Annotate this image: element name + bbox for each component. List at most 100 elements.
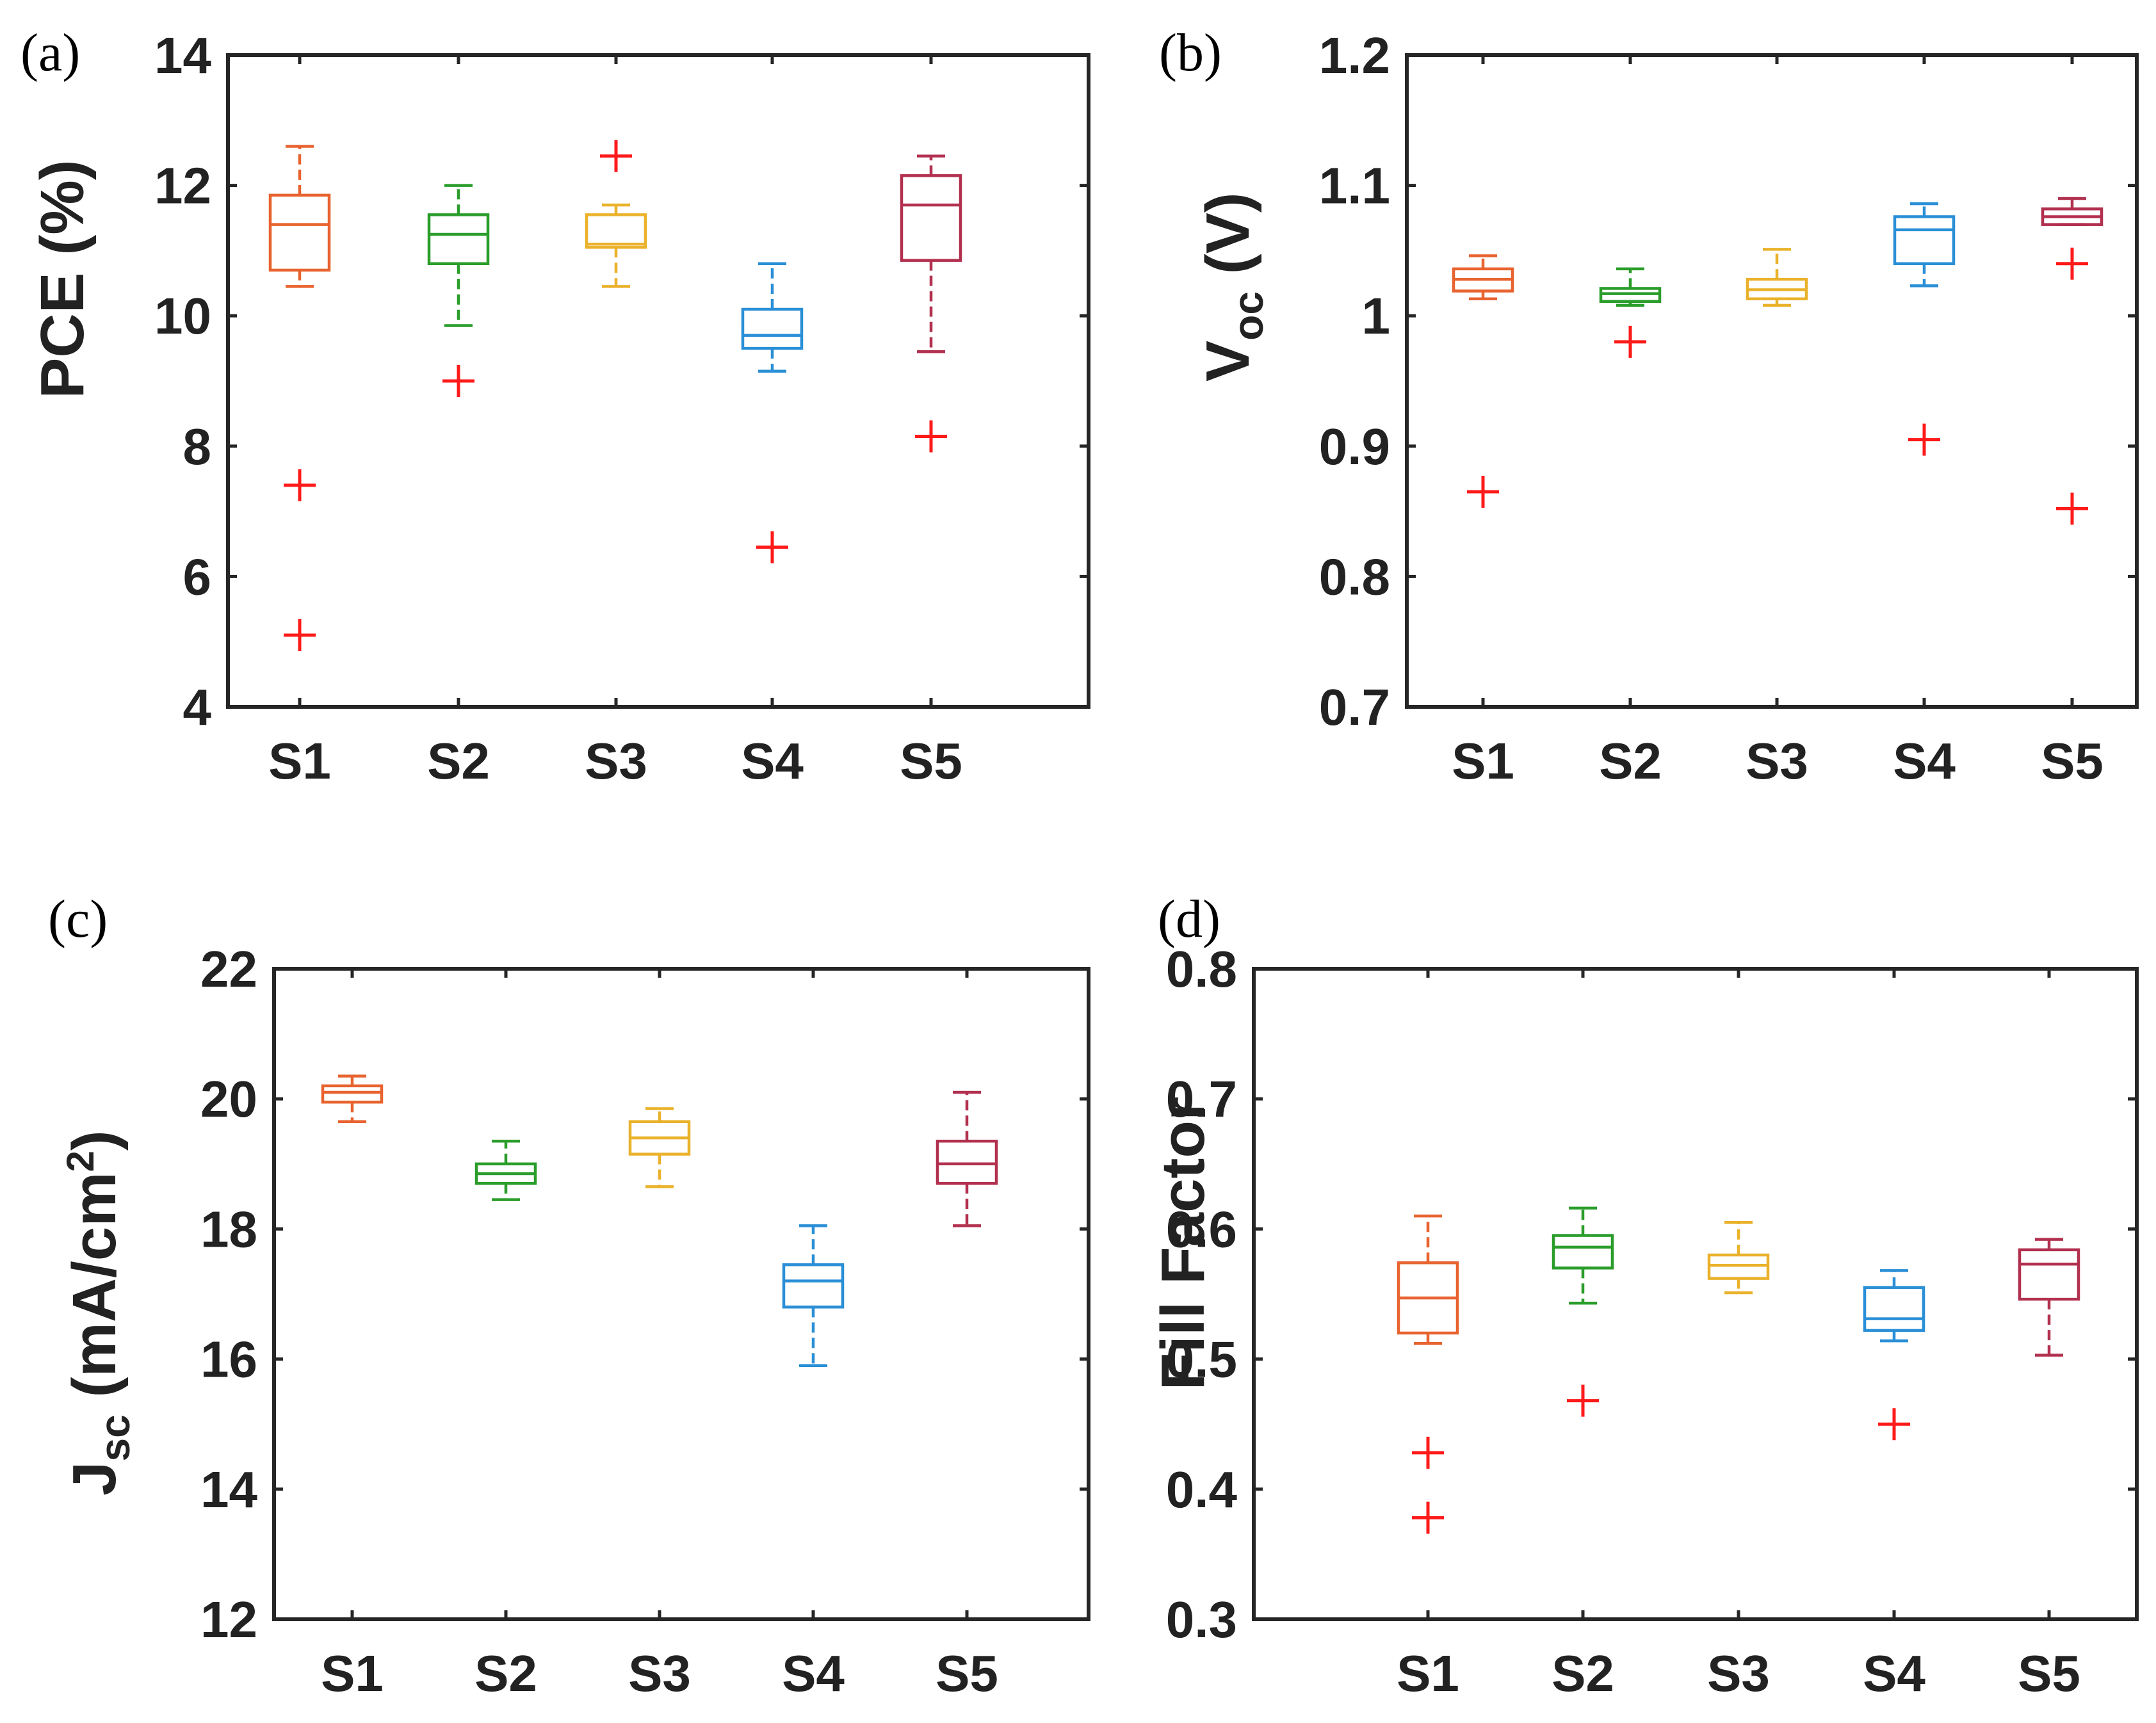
panel-b-s5-outlier <box>2056 492 2088 525</box>
panel-b-box-s1 <box>1452 254 1514 508</box>
panel-d-ytick-label: 0.6 <box>1166 1201 1237 1258</box>
panel-a-x-ticks: S1 S2 S3 S4 S5 <box>268 55 962 789</box>
panel-d-xtick-label-s2: S2 <box>1552 1645 1614 1702</box>
panel-a-letter: (a) <box>20 23 80 83</box>
panel-c-xtick-label-s4: S4 <box>782 1645 845 1702</box>
panel-d-xtick-label-s5: S5 <box>2018 1645 2080 1702</box>
panel-b: (b) Voc (V) 0.7 0.8 0.9 1 1.1 1.2 S1 S2 S3 S4 S5 <box>1159 23 2139 789</box>
panel-c-box-s2 <box>474 1139 537 1201</box>
panel-b-ytick-label: 0.9 <box>1319 418 1390 475</box>
panel-c-ylabel-main: J <box>60 1462 129 1496</box>
panel-c-ylabel-sup: 2 <box>59 1151 102 1172</box>
panel-d-ytick-label: 0.8 <box>1166 941 1237 998</box>
panel-a-xtick-label-s2: S2 <box>427 732 490 789</box>
panel-c-letter: (c) <box>48 889 108 949</box>
panel-d-box-s1 <box>1397 1214 1459 1534</box>
panel-b-ylabel-sub: oc <box>1224 291 1272 341</box>
panel-a-s2-iqr-box <box>427 213 490 266</box>
panel-a-s3-outlier <box>600 140 632 172</box>
panel-b-ytick-label: 0.8 <box>1319 548 1390 605</box>
panel-a-s4-outlier <box>756 531 788 563</box>
panel-a-s2-outlier <box>442 365 474 397</box>
panel-c-ytick-label: 18 <box>200 1201 257 1258</box>
panel-a-xtick-label-s3: S3 <box>585 732 647 789</box>
panel-c-ytick-label: 22 <box>200 941 257 998</box>
panel-d-box-s2 <box>1552 1206 1614 1417</box>
panel-a-axes-frame <box>226 53 1090 709</box>
panel-c-axes-frame <box>272 967 1090 1621</box>
panel-b-box-s2 <box>1599 267 1662 358</box>
panel-a: (a) PCE (%) 4 6 8 10 12 14 S1 S2 S3 S4 S5 <box>20 23 1090 789</box>
panel-d-y-ticks: 0.3 0.4 0.5 0.6 0.7 0.8 <box>1166 941 2137 1648</box>
panel-a-box-s3 <box>585 140 647 288</box>
panel-a-ytick-label: 14 <box>154 27 211 84</box>
panel-a-ytick-label: 12 <box>154 158 211 214</box>
panel-b-axes-frame <box>1405 53 2139 709</box>
panel-b-ylabel-main: V <box>1194 341 1262 382</box>
panel-d-ytick-label: 0.7 <box>1166 1071 1237 1128</box>
panel-a-s4-iqr-box <box>741 307 804 350</box>
panel-b-letter: (b) <box>1159 23 1222 83</box>
panel-b-s1-outlier <box>1467 476 1499 508</box>
panel-b-y-ticks: 0.7 0.8 0.9 1 1.1 1.2 <box>1319 27 2137 736</box>
panel-c-y-ticks: 12 14 16 18 20 22 <box>200 941 1089 1648</box>
panel-c-xtick-label-s5: S5 <box>936 1645 998 1702</box>
panel-d-s5-iqr-box <box>2018 1248 2080 1301</box>
panel-b-boxes <box>1452 197 2103 525</box>
panel-c-s5-iqr-box <box>936 1139 998 1185</box>
panel-a-box-s4 <box>741 262 804 563</box>
panel-c-s1-iqr-box <box>321 1084 384 1104</box>
panel-a-xtick-label-s1: S1 <box>268 732 331 789</box>
panel-b-ytick-label: 0.7 <box>1319 679 1390 736</box>
panel-b-ylabel-tail: (V) <box>1194 192 1262 291</box>
panel-d-x-ticks: S1 S2 S3 S4 S5 <box>1397 969 2080 1702</box>
panel-b-xtick-label-s2: S2 <box>1599 732 1662 789</box>
panel-a-s1-outlier <box>284 619 316 652</box>
panel-d-xtick-label-s1: S1 <box>1397 1645 1459 1702</box>
panel-a-s3-iqr-box <box>585 213 647 249</box>
panel-c-ylabel-tail: (mA/cm <box>60 1172 129 1414</box>
panel-d-box-s5 <box>2018 1238 2080 1357</box>
panel-c-xtick-label-s3: S3 <box>628 1645 691 1702</box>
panel-a-box-s1 <box>268 145 331 652</box>
panel-d-ytick-label: 0.5 <box>1166 1331 1237 1388</box>
panel-b-s5-outlier <box>2056 247 2088 280</box>
panel-d-ylabel: Fill Factor <box>1149 1097 1217 1391</box>
panel-c-ytick-label: 12 <box>200 1591 257 1648</box>
panel-c-boxes <box>321 1074 998 1368</box>
panel-a-s5-outlier <box>915 420 947 453</box>
panel-a-y-ticks: 4 6 8 10 12 14 <box>154 27 1089 736</box>
panel-b-ytick-label: 1.1 <box>1319 158 1390 214</box>
panel-d-box-s3 <box>1707 1220 1770 1295</box>
panel-c-ylabel-end: ) <box>60 1130 129 1151</box>
panel-c: (c) Jsc (mA/cm2) 12 14 16 18 20 22 S1 S2 S3 S4 S5 <box>48 889 1090 1702</box>
panel-c-x-ticks: S1 S2 S3 S4 S5 <box>321 969 998 1702</box>
panel-d-letter: (d) <box>1158 889 1220 949</box>
panel-c-ytick-label: 14 <box>200 1461 257 1518</box>
panel-b-x-ticks: S1 S2 S3 S4 S5 <box>1452 55 2103 789</box>
panel-c-box-s1 <box>321 1074 384 1124</box>
panel-c-ylabel: Jsc (mA/cm2) <box>59 1130 138 1496</box>
panel-d-box-s4 <box>1863 1269 1925 1441</box>
panel-c-s4-iqr-box <box>782 1263 845 1309</box>
panel-b-ytick-label: 1 <box>1362 287 1391 344</box>
panel-d-boxes <box>1397 1206 2080 1534</box>
panel-d-ytick-label: 0.3 <box>1166 1591 1237 1648</box>
panel-b-box-s3 <box>1746 248 1808 307</box>
panel-b-xtick-label-s5: S5 <box>2041 732 2103 789</box>
panel-a-xtick-label-s4: S4 <box>741 732 804 789</box>
panel-b-xtick-label-s4: S4 <box>1893 732 1956 789</box>
panel-d-s4-outlier <box>1878 1408 1910 1441</box>
panel-b-box-s4 <box>1893 202 1956 456</box>
panel-d-s2-iqr-box <box>1552 1234 1614 1270</box>
panel-b-s4-iqr-box <box>1893 215 1956 266</box>
panel-c-xtick-label-s2: S2 <box>474 1645 537 1702</box>
panel-d: (d) Fill Factor 0.30.40.50.60.70.8 S1 S2 S… <box>1149 889 2139 1702</box>
panel-b-s4-outlier <box>1908 423 1940 456</box>
panel-a-ylabel: PCE (%) <box>28 159 97 398</box>
panel-c-box-s4 <box>782 1224 845 1368</box>
panel-b-xtick-label-s3: S3 <box>1746 732 1808 789</box>
panel-c-box-s3 <box>628 1107 691 1188</box>
panel-a-s5-iqr-box <box>900 174 962 262</box>
